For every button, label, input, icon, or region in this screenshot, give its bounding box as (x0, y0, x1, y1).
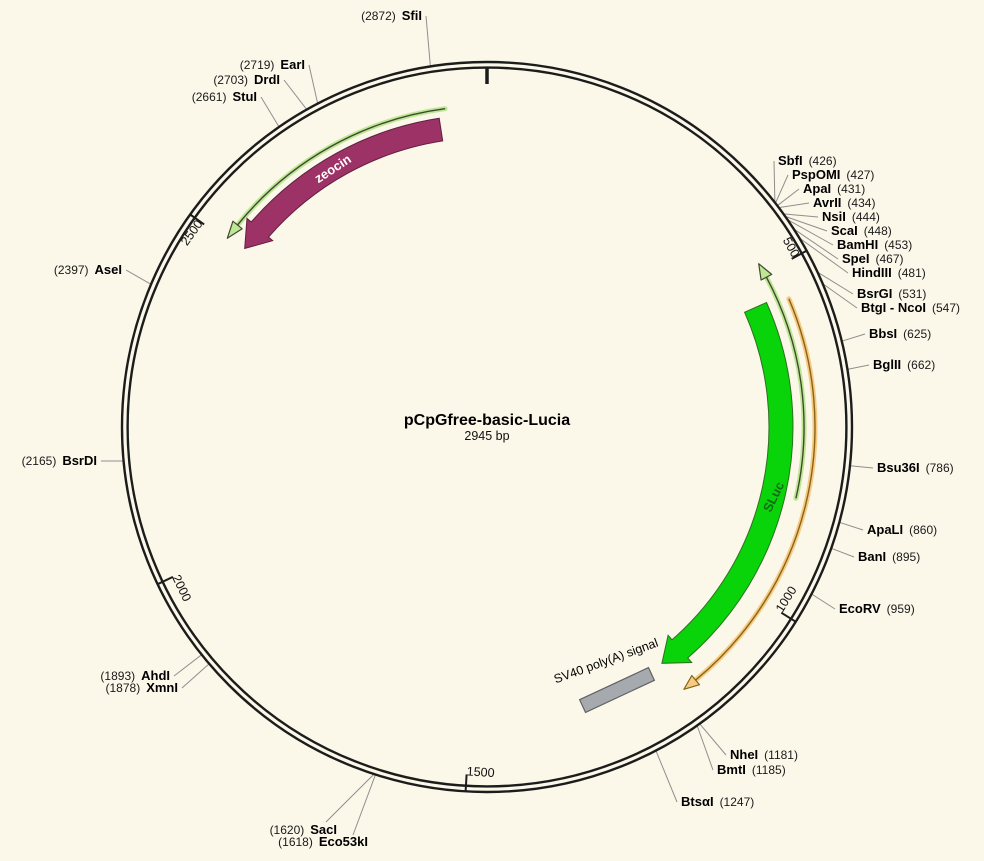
feature-arrow-zeocin[interactable] (244, 117, 444, 250)
site-label-AvrII[interactable]: AvrII (434) (813, 195, 875, 210)
site-label-AseI[interactable]: (2397) AseI (54, 262, 122, 277)
feature-arrows (226, 106, 818, 714)
orf-arrow-sluc[interactable] (758, 263, 807, 501)
plasmid-length: 2945 bp (464, 429, 509, 443)
leader-HindIII (798, 237, 849, 274)
leader-SbfI (773, 160, 776, 203)
site-label-BmtI[interactable]: BmtI (1185) (717, 762, 786, 777)
leader-AseI (125, 269, 152, 285)
leader-BanI (831, 547, 855, 558)
orf-arrow-zeocin[interactable] (226, 106, 448, 239)
leader-BbsI (841, 333, 866, 342)
leader-AvrII (778, 202, 810, 209)
site-label-BanI[interactable]: BanI (895) (858, 549, 920, 564)
leader-StuI (260, 96, 280, 128)
site-label-SfiI[interactable]: (2872) SfiI (361, 8, 422, 23)
leader-ScaI (784, 215, 828, 232)
leader-XmnI (181, 663, 210, 689)
site-label-BtgI-NcoI[interactable]: BtgI - NcoI (547) (861, 300, 960, 315)
orf-arrow-orange[interactable] (683, 296, 818, 690)
site-label-AhdI[interactable]: (1893) AhdI (100, 668, 170, 683)
leader-lines (101, 15, 874, 836)
leader-NsiI (783, 213, 819, 218)
site-label-EarI[interactable]: (2719) EarI (240, 57, 305, 72)
site-label-XmnI[interactable]: (1878) XmnI (106, 680, 178, 695)
backbone-circle (126, 66, 848, 788)
leader-ApaLI (839, 521, 864, 531)
leader-SfiI (425, 15, 431, 67)
ruler-tick-2000 (157, 575, 174, 586)
site-label-SbfI[interactable]: SbfI (426) (778, 153, 837, 168)
backbone-circle (120, 60, 854, 794)
site-label-BtsαI[interactable]: BtsαI (1247) (681, 794, 754, 809)
leader-NheI (699, 723, 727, 756)
leader-BglII (847, 364, 870, 370)
plasmid-title: pCpGfree-basic-Lucia (404, 412, 570, 429)
feature-box-sv40-polya[interactable] (578, 666, 656, 714)
site-label-ApaLI[interactable]: ApaLI (860) (867, 522, 937, 537)
leader-SacI (325, 773, 375, 823)
leader-BtsαI (655, 750, 678, 803)
site-label-PspOMI[interactable]: PspOMI (427) (792, 167, 874, 182)
site-label-Bsu36I[interactable]: Bsu36I (786) (877, 460, 954, 475)
leader-Eco53kI (352, 774, 376, 836)
leader-BtgI-NcoI (822, 283, 858, 309)
site-label-EcoRV[interactable]: EcoRV (959) (839, 601, 915, 616)
site-label-HindIII[interactable]: HindIII (481) (852, 265, 926, 280)
leader-PspOMI (774, 174, 789, 204)
feature-arrow-sluc[interactable] (661, 301, 794, 664)
ruler-label-1500: 1500 (466, 764, 495, 780)
leader-Bsu36I (849, 465, 874, 469)
leader-EarI (308, 64, 319, 104)
leader-BmtI (696, 725, 714, 771)
ruler-label-2000: 2000 (169, 573, 194, 604)
ruler-tick-1500 (464, 774, 468, 792)
site-label-BamHI[interactable]: BamHI (453) (837, 237, 912, 252)
leader-AhdI (173, 654, 203, 677)
leader-BamHI (787, 219, 834, 246)
site-label-ApaI[interactable]: ApaI (431) (803, 181, 865, 196)
leader-SpeI (793, 228, 839, 260)
site-label-DrdI[interactable]: (2703) DrdI (213, 72, 280, 87)
site-label-NsiI[interactable]: NsiI (444) (822, 209, 880, 224)
site-label-NheI[interactable]: NheI (1181) (730, 747, 798, 762)
site-label-BglII[interactable]: BglII (662) (873, 357, 935, 372)
site-label-StuI[interactable]: (2661) StuI (192, 89, 257, 104)
leader-DrdI (283, 79, 308, 110)
site-label-SacI[interactable]: (1620) SacI (270, 822, 337, 837)
ruler-tick-2500 (189, 213, 205, 226)
site-label-BbsI[interactable]: BbsI (625) (869, 326, 931, 341)
ruler-tick-1000 (780, 611, 797, 623)
leader-ApaI (776, 188, 800, 207)
site-label-BsrGI[interactable]: BsrGI (531) (857, 286, 926, 301)
site-label-Eco53kI[interactable]: (1618) Eco53kI (278, 834, 368, 849)
leader-BsrGI (817, 271, 854, 295)
site-label-ScaI[interactable]: ScaI (448) (831, 223, 892, 238)
site-label-SpeI[interactable]: SpeI (467) (842, 251, 903, 266)
ruler-tick-500 (791, 249, 808, 260)
site-label-BsrDI[interactable]: (2165) BsrDI (22, 453, 97, 468)
restriction-site-labels: SbfI (426)PspOMI (427)ApaI (431)AvrII (4… (22, 8, 960, 849)
plasmid-backbone (120, 60, 854, 794)
leader-EcoRV (811, 593, 836, 610)
